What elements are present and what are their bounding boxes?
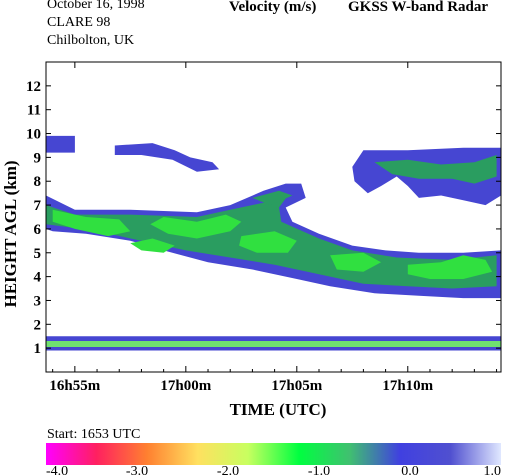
date-label: October 16, 1998 [47, 0, 145, 12]
x-tick-label-70: 17h10m [382, 378, 433, 394]
echo-region-8 [239, 231, 297, 253]
x-tick-label-65: 17h05m [271, 378, 322, 394]
colorbar-label-2: -2.0 [217, 464, 239, 476]
y-axis-title: HEIGHT AGL (km) [1, 160, 20, 307]
echo-region-14 [46, 341, 501, 347]
echo-region-9 [330, 252, 382, 272]
echo-region-11 [374, 155, 497, 184]
y-tick-label-12: 12 [26, 79, 41, 95]
x-axis-title: TIME (UTC) [230, 400, 327, 419]
instrument-title: GKSS W-band Radar [348, 0, 489, 15]
y-tick-label-6: 6 [34, 222, 42, 238]
y-tick-label-3: 3 [34, 293, 42, 309]
y-tick-label-11: 11 [27, 103, 41, 119]
echo-region-7 [130, 238, 175, 253]
location-label: Chilbolton, UK [47, 33, 135, 48]
x-axis: 16h55m 17h00m 17h05m 17h10m [49, 62, 498, 394]
y-tick-label-8: 8 [34, 174, 42, 190]
echo-region-10 [407, 255, 493, 279]
x-tick-label-60: 17h00m [160, 378, 211, 394]
colorbar-label-0: -4.0 [46, 464, 68, 476]
echo-region-1 [114, 143, 220, 172]
echo-region-12 [252, 190, 293, 206]
variable-title: Velocity (m/s) [229, 0, 317, 15]
colorbar-label-5: 1.0 [484, 464, 502, 476]
start-label: Start: 1653 UTC [47, 427, 141, 442]
y-tick-label-5: 5 [34, 246, 42, 262]
y-tick-label-4: 4 [34, 270, 42, 286]
echo-region-5 [52, 209, 131, 237]
colorbar-labels: -4.0 -3.0 -2.0 -1.0 0.0 1.0 [46, 464, 501, 476]
echo-region-0 [46, 135, 75, 153]
colorbar-label-3: -1.0 [308, 464, 330, 476]
colorbar-label-1: -3.0 [126, 464, 148, 476]
x-tick-label-55: 16h55m [49, 378, 100, 394]
y-tick-label-2: 2 [34, 317, 42, 333]
radar-echo-layers [46, 135, 501, 351]
plot-frame [45, 61, 502, 373]
y-tick-label-1: 1 [34, 341, 42, 357]
campaign-label: CLARE 98 [47, 15, 111, 30]
y-tick-label-7: 7 [34, 198, 42, 214]
y-tick-label-9: 9 [34, 150, 42, 166]
y-tick-label-10: 10 [26, 127, 41, 143]
colorbar [46, 443, 501, 465]
echo-region-6 [150, 214, 242, 239]
colorbar-label-4: 0.0 [401, 464, 419, 476]
